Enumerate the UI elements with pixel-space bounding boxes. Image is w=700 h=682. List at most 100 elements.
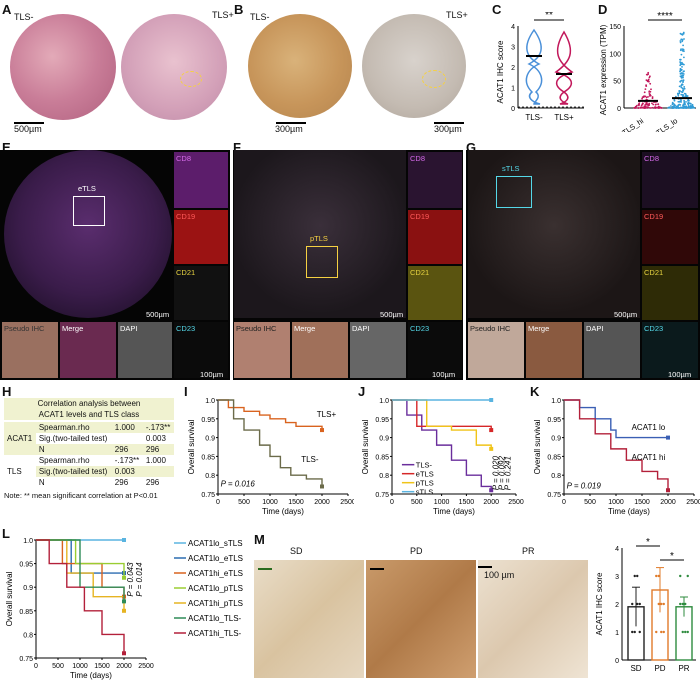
km-xtick: 1500 <box>288 499 304 506</box>
km-xtick: 1000 <box>262 499 278 506</box>
km-xtick: 1500 <box>634 499 650 506</box>
h-cell: 296 <box>114 478 129 487</box>
km-ylabel: Overall survival <box>361 419 370 474</box>
table-row: N 296 296 <box>4 444 174 455</box>
d-point <box>681 61 683 64</box>
j-legend-label: TLS- <box>416 461 433 470</box>
km-ytick: 1.0 <box>379 398 389 405</box>
d-point <box>648 76 651 79</box>
g-cd23-image <box>642 322 698 378</box>
panel-label-a: A <box>2 2 12 17</box>
d-point <box>679 61 681 63</box>
b-scalebar-right-label: 300µm <box>434 124 462 134</box>
f-dapi-label: DAPI <box>352 324 370 333</box>
table-row: ACAT1 Spearman.rho 1.000 -.173** <box>4 422 174 443</box>
b-scalebar-left <box>276 122 306 124</box>
m-point <box>684 602 687 606</box>
d-point <box>683 92 686 95</box>
d-point <box>677 100 680 103</box>
f-cd8-label: CD8 <box>410 154 426 163</box>
m-xtick: SD <box>630 664 641 673</box>
h-cell: 1.000 <box>145 456 166 465</box>
m-scalebar-sd <box>258 568 272 570</box>
km-ytick: 0.85 <box>375 454 389 461</box>
j-legend-label: pTLS <box>416 479 434 488</box>
km-censor-mark <box>122 575 126 580</box>
km-xtick: 1000 <box>72 663 88 670</box>
m-ytick: 2 <box>615 602 619 609</box>
e-cd8-label: CD8 <box>176 154 192 163</box>
e-cd19-label: CD19 <box>176 212 196 221</box>
f-roi-box <box>306 246 338 278</box>
km-xtick: 2500 <box>138 663 154 670</box>
d-point <box>687 103 690 106</box>
d-point <box>679 41 682 44</box>
m-label-pd: PD <box>410 546 423 556</box>
i-legend-tls-neg: TLS- <box>301 455 319 464</box>
d-point <box>646 102 648 105</box>
d-point <box>645 105 647 108</box>
panel-label-g: G <box>466 140 477 155</box>
h-cell: Spearman.rho <box>38 423 90 432</box>
panel-label-j: J <box>358 384 366 399</box>
ihc-tissue-tls-pos <box>362 14 466 118</box>
m-ytick: 0 <box>615 658 619 665</box>
table-row: TLS Spearman.rho -.173** 1.000 <box>4 455 174 476</box>
km-xtick: 500 <box>52 663 64 670</box>
m-point <box>636 574 639 578</box>
c-ytick: 0 <box>511 106 515 113</box>
f-merge-image <box>292 322 348 378</box>
d-point <box>651 97 654 100</box>
m-point <box>655 630 658 634</box>
panel-label-b: B <box>234 2 244 17</box>
km-ytick: 0.95 <box>19 562 33 569</box>
d-point <box>674 106 677 109</box>
g-dapi-image <box>584 322 640 378</box>
he-tissue-tls-pos <box>121 14 227 120</box>
d-point <box>682 44 684 47</box>
d-point <box>669 106 671 109</box>
d-point <box>680 48 682 51</box>
m-point <box>686 574 689 578</box>
d-point <box>678 107 680 109</box>
g-pseudo-ihc-image <box>468 322 524 378</box>
d-point <box>681 106 684 109</box>
d-point <box>687 101 690 104</box>
h-cell: 0.003 <box>145 434 166 443</box>
km-xtick: 1500 <box>94 663 110 670</box>
h-row-acat1: ACAT1 <box>7 434 33 443</box>
d-point <box>674 104 676 107</box>
km-censor-mark <box>122 608 126 613</box>
d-point <box>644 88 647 90</box>
d-point <box>673 99 676 101</box>
g-dapi-label: DAPI <box>586 324 604 333</box>
km-censor-mark <box>489 398 494 402</box>
l-legend-label: ACAT1lo_sTLS <box>188 539 243 548</box>
km-xtick: 1500 <box>459 499 475 506</box>
b-scalebar-right <box>434 122 464 124</box>
km-xtick: 500 <box>238 499 250 506</box>
km-xlabel: Time (days) <box>262 507 304 516</box>
m-image-pr <box>478 560 588 678</box>
d-point <box>647 79 650 82</box>
d-point <box>647 106 650 109</box>
km-xtick: 2000 <box>116 663 132 670</box>
g-scale-sub: 100µm <box>668 370 692 379</box>
m-label-pr: PR <box>522 546 535 556</box>
d-point <box>649 90 652 93</box>
d-point <box>652 103 655 106</box>
d-point <box>680 63 682 66</box>
km-ytick: 0.75 <box>375 492 389 499</box>
d-point <box>653 107 656 109</box>
km-censor-mark <box>122 599 126 604</box>
h-cell: 1.000 <box>114 423 135 432</box>
g-cd8-image <box>642 152 698 208</box>
l-pvalue: P = 0.043 <box>126 562 135 597</box>
c-sig: ** <box>545 12 553 21</box>
d-point <box>679 40 682 42</box>
l-legend-label: ACAT1hi_eTLS <box>188 569 243 578</box>
km-ytick: 1.0 <box>551 398 561 405</box>
km-ytick: 1.0 <box>205 398 215 405</box>
f-pseudo-ihc-image <box>234 322 290 378</box>
d-point <box>693 107 696 109</box>
